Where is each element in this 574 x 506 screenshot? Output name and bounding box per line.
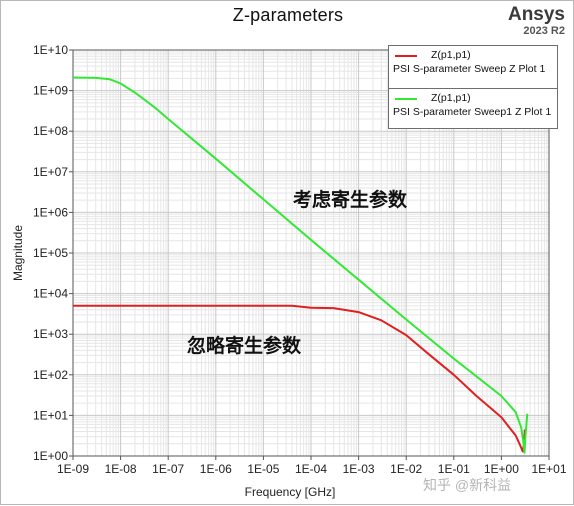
plot-border (72, 49, 550, 457)
series-layer (72, 76, 529, 454)
legend-series-description: PSI S-parameter Sweep1 Z Plot 1 (393, 106, 552, 118)
y-tick-label: 1E+08 (33, 124, 68, 138)
chart-title: Z-parameters (232, 5, 344, 25)
legend-swatch-red (395, 55, 417, 57)
grid (72, 49, 550, 457)
series-line-1 (72, 76, 529, 454)
y-tick-label: 1E+10 (33, 43, 68, 57)
y-axis-label: Magnitude (11, 224, 25, 282)
x-tick-label: 1E-01 (438, 462, 470, 476)
x-tick-label: 1E-07 (152, 462, 184, 476)
x-tick-label: 1E-08 (105, 462, 137, 476)
y-tick-label: 1E+05 (33, 246, 68, 260)
y-tick-label: 1E+09 (33, 84, 68, 98)
y-tick-label: 1E+04 (33, 287, 68, 301)
axes: 1E-09 1E-08 1E-07 1E-06 1E-05 1E-04 1E-03 1E-02… (33, 43, 567, 476)
legend-swatch-green (395, 98, 417, 100)
y-tick-label: 1E+06 (33, 205, 68, 219)
x-axis-label: Frequency [GHz] (244, 485, 336, 499)
brand-name: Ansys (507, 4, 565, 25)
y-tick-label: 1E+02 (33, 368, 68, 382)
x-tick-label: 1E-03 (343, 462, 375, 476)
brand-logo: Ansys 2023 R2 (507, 4, 565, 38)
legend[interactable]: Z(p1,p1) PSI S-parameter Sweep Z Plot 1 … (388, 45, 558, 129)
annotation-without-parasitics: 忽略寄生参数 (187, 336, 302, 357)
legend-entry-green[interactable]: Z(p1,p1) PSI S-parameter Sweep1 Z Plot 1 (389, 88, 557, 130)
watermark: 知乎 @新科益 (423, 477, 512, 493)
legend-entry-red[interactable]: Z(p1,p1) PSI S-parameter Sweep Z Plot 1 (389, 46, 557, 87)
x-tick-label: 1E-06 (200, 462, 232, 476)
x-tick-label: 1E-04 (295, 462, 327, 476)
y-tick-label: 1E+01 (33, 408, 68, 422)
annotation-with-parasitics: 考虑寄生参数 (293, 190, 408, 211)
legend-series-description: PSI S-parameter Sweep Z Plot 1 (393, 63, 546, 75)
y-tick-label: 1E+07 (33, 165, 68, 179)
brand-version: 2023 R2 (523, 25, 565, 37)
x-tick-label: 1E+01 (531, 462, 566, 476)
legend-series-name: Z(p1,p1) (431, 49, 471, 61)
series-line-0 (73, 304, 526, 453)
legend-series-name: Z(p1,p1) (431, 92, 471, 104)
x-tick-label: 1E-05 (247, 462, 279, 476)
y-tick-label: 1E+03 (33, 327, 68, 341)
x-tick-label: 1E-09 (57, 462, 89, 476)
x-tick-label: 1E+00 (484, 462, 519, 476)
y-tick-label: 1E+00 (33, 449, 68, 463)
x-tick-label: 1E-02 (390, 462, 422, 476)
